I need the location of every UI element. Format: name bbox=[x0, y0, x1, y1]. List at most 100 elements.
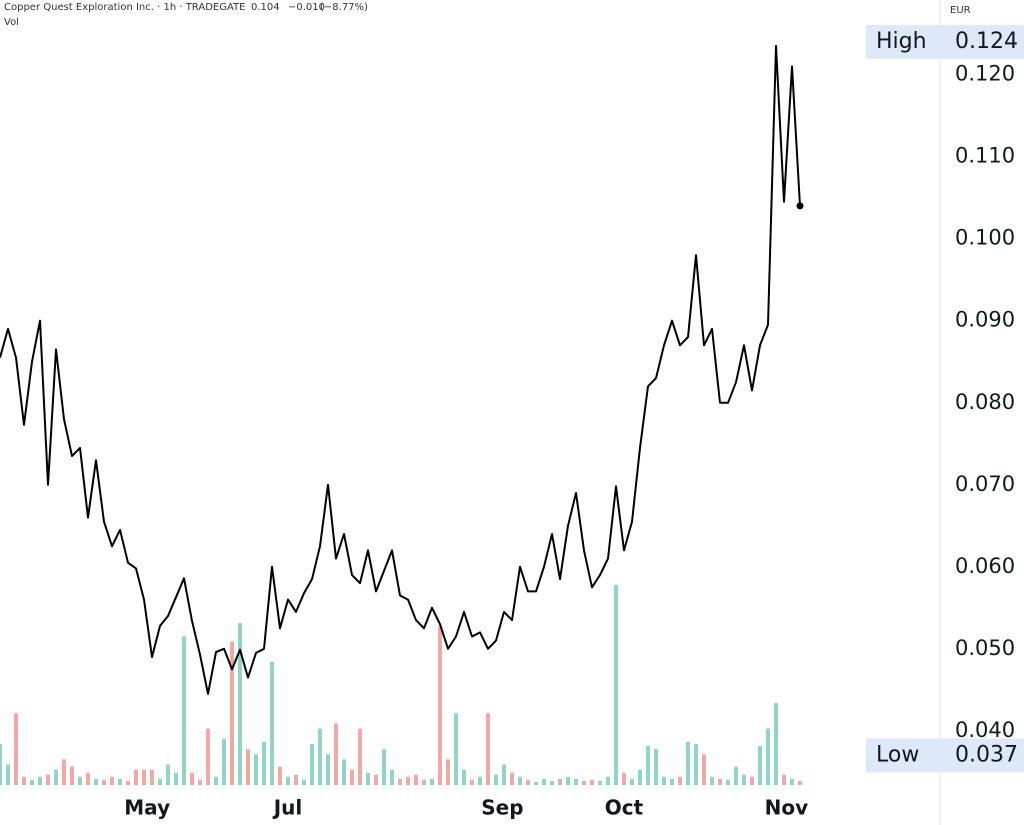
volume-bar bbox=[270, 661, 274, 785]
volume-bar bbox=[198, 779, 202, 785]
volume-bar bbox=[294, 774, 298, 785]
volume-bar bbox=[366, 772, 370, 785]
volume-bar bbox=[30, 779, 34, 785]
volume-bar bbox=[798, 780, 802, 785]
volume-bar bbox=[502, 764, 506, 785]
volume-bar bbox=[486, 713, 490, 785]
volume-bar bbox=[6, 764, 10, 785]
volume-bar bbox=[574, 778, 578, 785]
volume-bar bbox=[598, 780, 602, 785]
y-tick-label: 0.060 bbox=[955, 554, 1015, 578]
volume-bar bbox=[518, 776, 522, 785]
volume-bar bbox=[102, 779, 106, 785]
volume-bar bbox=[190, 772, 194, 785]
volume-bar bbox=[350, 769, 354, 785]
volume-bar bbox=[590, 779, 594, 785]
y-tick-label: 0.070 bbox=[955, 472, 1015, 496]
chart-title: Copper Quest Exploration Inc. · 1h · TRA… bbox=[4, 2, 245, 13]
volume-bar bbox=[638, 769, 642, 785]
volume-bar bbox=[622, 772, 626, 785]
volume-bar bbox=[54, 769, 58, 785]
volume-bar bbox=[542, 778, 546, 785]
volume-label: Vol bbox=[4, 17, 19, 28]
volume-bar bbox=[230, 641, 234, 785]
volume-bar bbox=[438, 626, 442, 785]
volume-bar bbox=[14, 713, 18, 785]
volume-bar bbox=[302, 779, 306, 785]
high-label: High bbox=[876, 29, 927, 54]
y-tick-label: 0.100 bbox=[955, 226, 1015, 250]
volume-bar bbox=[374, 774, 378, 785]
y-tick-label: 0.110 bbox=[955, 144, 1015, 168]
volume-bar bbox=[734, 766, 738, 785]
last-point bbox=[796, 202, 804, 210]
volume-bar bbox=[678, 776, 682, 785]
volume-bar bbox=[614, 585, 618, 785]
volume-bar bbox=[182, 636, 186, 785]
volume-bar bbox=[654, 749, 658, 785]
volume-bar bbox=[742, 774, 746, 785]
volume-bar bbox=[46, 774, 50, 785]
last-price: 0.104 bbox=[251, 2, 280, 13]
volume-bar bbox=[174, 772, 178, 785]
volume-bar bbox=[694, 743, 698, 785]
high-value: 0.124 bbox=[955, 29, 1018, 54]
volume-bar bbox=[430, 778, 434, 785]
volume-bar bbox=[382, 749, 386, 785]
price-line bbox=[0, 44, 801, 695]
volume-bar bbox=[86, 772, 90, 785]
y-tick-label: 0.090 bbox=[955, 308, 1015, 332]
volume-bar bbox=[510, 772, 514, 785]
low-box bbox=[866, 738, 1024, 773]
volume-bar bbox=[166, 764, 170, 785]
volume-bar bbox=[390, 769, 394, 785]
volume-bar bbox=[582, 780, 586, 785]
price-change-pct: (−8.77%) bbox=[320, 2, 368, 13]
volume-bar bbox=[38, 776, 42, 785]
volume-bar bbox=[398, 778, 402, 785]
low-value: 0.037 bbox=[955, 742, 1018, 767]
x-tick-label: Jul bbox=[272, 796, 303, 820]
volume-bar bbox=[566, 776, 570, 785]
x-tick-label: Sep bbox=[481, 796, 523, 820]
volume-bar bbox=[470, 779, 474, 785]
volume-bar bbox=[334, 723, 338, 785]
volume-bar bbox=[702, 754, 706, 785]
volume-bar bbox=[238, 622, 242, 785]
volume-bar bbox=[78, 776, 82, 785]
volume-bar bbox=[134, 769, 138, 785]
volume-bar bbox=[342, 759, 346, 785]
volume-bar bbox=[606, 776, 610, 785]
currency: EUR bbox=[950, 5, 971, 16]
volume-bar bbox=[310, 743, 314, 785]
y-tick-label: 0.120 bbox=[955, 62, 1015, 86]
volume-bar bbox=[326, 754, 330, 785]
volume-bar bbox=[686, 741, 690, 785]
volume-bar bbox=[662, 776, 666, 785]
volume-bar bbox=[142, 769, 146, 785]
volume-bar bbox=[358, 728, 362, 785]
volume-bar bbox=[158, 778, 162, 785]
volume-bar bbox=[774, 702, 778, 785]
volume-bar bbox=[286, 776, 290, 785]
volume-bar bbox=[750, 776, 754, 785]
y-tick-label: 0.080 bbox=[955, 390, 1015, 414]
price-change: −0.010 bbox=[288, 2, 325, 13]
volume-bar bbox=[22, 776, 26, 785]
volume-bar bbox=[254, 754, 258, 785]
volume-bar bbox=[206, 728, 210, 785]
volume-bar bbox=[766, 728, 770, 785]
volume-bar bbox=[222, 738, 226, 785]
volume-bar bbox=[446, 759, 450, 785]
high-box bbox=[866, 24, 1024, 59]
volume-bar bbox=[246, 749, 250, 785]
volume-bar bbox=[406, 776, 410, 785]
volume-bar bbox=[70, 766, 74, 785]
volume-bar bbox=[646, 746, 650, 785]
volume-bar bbox=[414, 774, 418, 785]
low-label: Low bbox=[876, 742, 919, 767]
volume-bar bbox=[110, 776, 114, 785]
volume-bar bbox=[782, 774, 786, 785]
y-tick-label: 0.050 bbox=[955, 636, 1015, 660]
